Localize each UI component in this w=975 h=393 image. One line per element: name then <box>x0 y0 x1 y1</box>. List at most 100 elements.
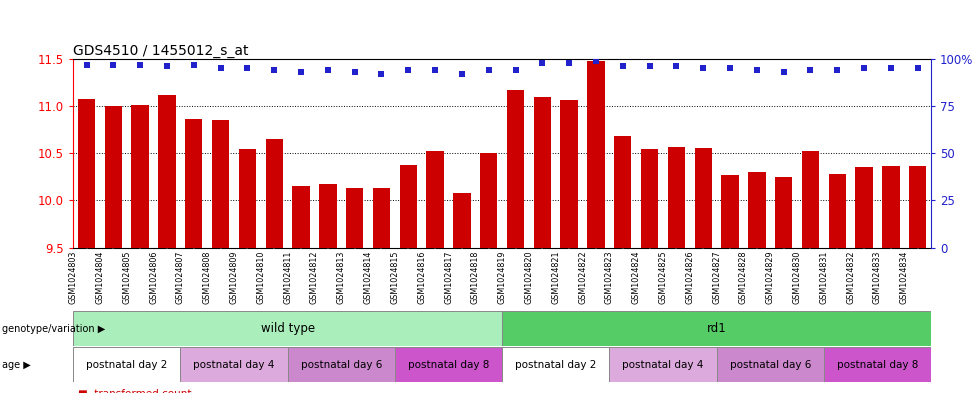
Point <box>373 71 389 77</box>
Text: GSM1024823: GSM1024823 <box>604 251 614 304</box>
Text: postnatal day 8: postnatal day 8 <box>408 360 489 370</box>
Text: GSM1024827: GSM1024827 <box>712 251 722 304</box>
Point <box>133 61 148 68</box>
Text: GSM1024815: GSM1024815 <box>390 251 400 304</box>
Text: rd1: rd1 <box>707 322 726 335</box>
Bar <box>426 151 444 248</box>
Text: GSM1024814: GSM1024814 <box>364 251 372 304</box>
Bar <box>561 99 578 248</box>
Bar <box>239 149 256 248</box>
Point <box>588 58 604 64</box>
Bar <box>372 188 390 248</box>
Bar <box>775 177 793 248</box>
Text: postnatal day 4: postnatal day 4 <box>622 360 704 370</box>
Point <box>293 69 309 75</box>
Text: GSM1024804: GSM1024804 <box>96 251 104 304</box>
Bar <box>73 311 502 346</box>
Text: postnatal day 2: postnatal day 2 <box>86 360 168 370</box>
Point <box>266 67 282 73</box>
Point <box>910 65 925 72</box>
Text: GSM1024806: GSM1024806 <box>149 251 158 304</box>
Text: GSM1024825: GSM1024825 <box>658 251 668 304</box>
Point <box>830 67 845 73</box>
Text: GSM1024822: GSM1024822 <box>578 251 587 304</box>
Point <box>695 65 711 72</box>
Bar <box>609 347 717 382</box>
Text: age ▶: age ▶ <box>2 360 30 370</box>
Text: GSM1024834: GSM1024834 <box>900 251 909 304</box>
Point <box>481 67 496 73</box>
Point <box>534 60 550 66</box>
Point <box>347 69 363 75</box>
Text: GSM1024821: GSM1024821 <box>551 251 561 304</box>
Text: GSM1024810: GSM1024810 <box>256 251 265 304</box>
Point <box>401 67 416 73</box>
Bar <box>453 193 471 248</box>
Text: GSM1024832: GSM1024832 <box>846 251 855 304</box>
Point <box>240 65 255 72</box>
Bar <box>319 184 336 248</box>
Text: GSM1024809: GSM1024809 <box>229 251 239 304</box>
Text: GDS4510 / 1455012_s_at: GDS4510 / 1455012_s_at <box>73 44 249 58</box>
Bar <box>180 347 288 382</box>
Bar <box>288 347 395 382</box>
Text: GSM1024833: GSM1024833 <box>873 251 882 304</box>
Point <box>186 61 202 68</box>
Text: GSM1024824: GSM1024824 <box>632 251 641 304</box>
Bar <box>587 61 604 248</box>
Text: GSM1024828: GSM1024828 <box>739 251 748 304</box>
Text: GSM1024831: GSM1024831 <box>819 251 829 304</box>
Point <box>776 69 792 75</box>
Text: wild type: wild type <box>260 322 315 335</box>
Point <box>159 63 175 70</box>
Bar <box>641 149 658 248</box>
Point <box>508 67 524 73</box>
Bar <box>909 165 926 248</box>
Text: GSM1024807: GSM1024807 <box>176 251 185 304</box>
Bar <box>480 153 497 248</box>
Bar <box>395 347 502 382</box>
Point <box>105 61 121 68</box>
Point <box>749 67 764 73</box>
Point <box>562 60 577 66</box>
Text: postnatal day 8: postnatal day 8 <box>837 360 918 370</box>
Text: GSM1024803: GSM1024803 <box>68 251 78 304</box>
Bar <box>73 347 180 382</box>
Bar <box>694 148 712 248</box>
Text: postnatal day 4: postnatal day 4 <box>193 360 275 370</box>
Bar <box>185 119 203 248</box>
Point <box>802 67 818 73</box>
Bar <box>829 174 846 248</box>
Bar <box>132 105 149 248</box>
Point <box>615 63 631 70</box>
Bar <box>882 165 900 248</box>
Point <box>669 63 684 70</box>
Bar <box>614 136 632 248</box>
Bar <box>668 147 685 248</box>
Text: GSM1024820: GSM1024820 <box>525 251 533 304</box>
Text: GSM1024830: GSM1024830 <box>793 251 801 304</box>
Bar <box>502 347 609 382</box>
Bar <box>507 90 525 248</box>
Bar <box>158 95 176 248</box>
Point <box>320 67 335 73</box>
Bar <box>212 120 229 248</box>
Bar <box>502 311 931 346</box>
Text: GSM1024819: GSM1024819 <box>497 251 507 304</box>
Point <box>79 61 95 68</box>
Point <box>856 65 872 72</box>
Bar <box>265 139 283 248</box>
Bar <box>855 167 873 248</box>
Bar <box>824 347 931 382</box>
Bar <box>104 106 122 248</box>
Bar <box>748 172 765 248</box>
Text: GSM1024813: GSM1024813 <box>336 251 346 304</box>
Text: postnatal day 6: postnatal day 6 <box>300 360 382 370</box>
Bar <box>292 186 310 248</box>
Point <box>642 63 657 70</box>
Text: GSM1024816: GSM1024816 <box>417 251 426 304</box>
Bar <box>533 97 551 248</box>
Text: postnatal day 2: postnatal day 2 <box>515 360 597 370</box>
Text: GSM1024811: GSM1024811 <box>283 251 292 304</box>
Text: GSM1024805: GSM1024805 <box>122 251 132 304</box>
